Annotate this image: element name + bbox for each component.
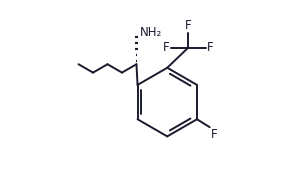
Text: F: F bbox=[211, 128, 217, 141]
Text: NH₂: NH₂ bbox=[140, 26, 162, 39]
Text: F: F bbox=[185, 18, 192, 32]
Text: F: F bbox=[207, 41, 214, 54]
Text: F: F bbox=[163, 41, 170, 54]
